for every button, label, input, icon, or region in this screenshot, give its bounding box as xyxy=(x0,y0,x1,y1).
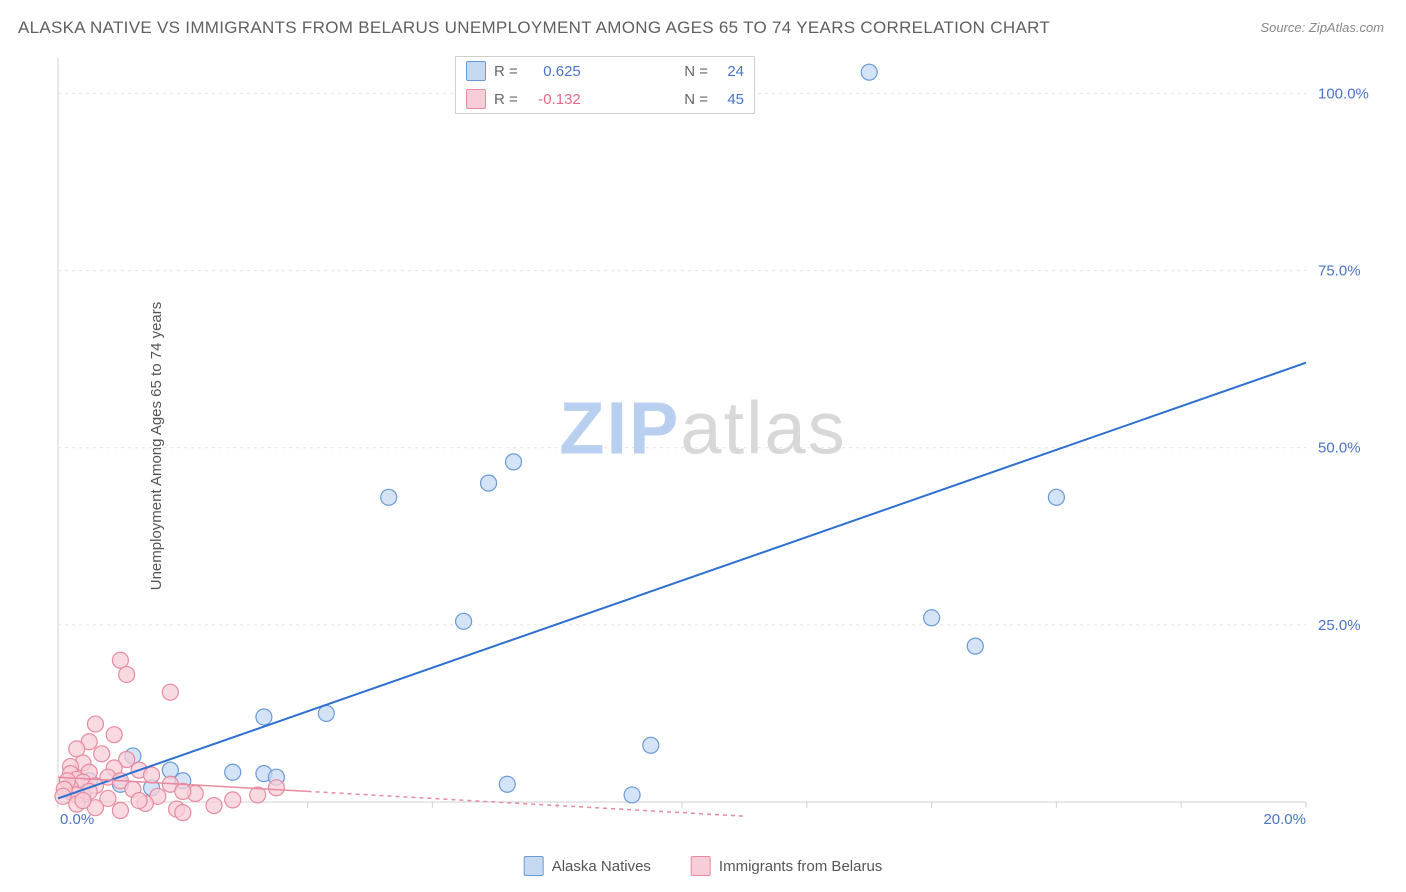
swatch-icon xyxy=(524,856,544,876)
swatch-icon xyxy=(466,89,486,109)
swatch-icon xyxy=(466,61,486,81)
n-value: 45 xyxy=(716,91,744,108)
correlation-row: R = 0.625 N = 24 xyxy=(456,57,754,85)
scatter-chart-svg: 25.0% 50.0% 75.0% 100.0% 0.0% 20.0% xyxy=(50,50,1386,832)
legend-label: Alaska Natives xyxy=(552,858,651,875)
legend-item: Immigrants from Belarus xyxy=(691,856,882,876)
swatch-icon xyxy=(691,856,711,876)
legend-label: Immigrants from Belarus xyxy=(719,858,882,875)
n-label: N = xyxy=(684,63,708,80)
chart-title: ALASKA NATIVE VS IMMIGRANTS FROM BELARUS… xyxy=(18,18,1050,38)
n-value: 24 xyxy=(716,63,744,80)
correlation-row: R = -0.132 N = 45 xyxy=(456,85,754,113)
svg-text:20.0%: 20.0% xyxy=(1263,811,1306,828)
svg-text:25.0%: 25.0% xyxy=(1318,617,1361,634)
chart-area: 25.0% 50.0% 75.0% 100.0% 0.0% 20.0% xyxy=(50,50,1386,832)
correlation-legend: R = 0.625 N = 24 R = -0.132 N = 45 xyxy=(455,56,755,114)
svg-text:75.0%: 75.0% xyxy=(1318,263,1361,280)
r-value: 0.625 xyxy=(526,63,581,80)
r-value: -0.132 xyxy=(526,91,581,108)
svg-text:50.0%: 50.0% xyxy=(1318,440,1361,457)
source-label: Source: ZipAtlas.com xyxy=(1260,20,1384,35)
series-legend: Alaska Natives Immigrants from Belarus xyxy=(524,856,883,876)
legend-item: Alaska Natives xyxy=(524,856,651,876)
svg-text:0.0%: 0.0% xyxy=(60,811,94,828)
r-label: R = xyxy=(494,63,518,80)
r-label: R = xyxy=(494,91,518,108)
n-label: N = xyxy=(684,91,708,108)
svg-text:100.0%: 100.0% xyxy=(1318,85,1369,102)
